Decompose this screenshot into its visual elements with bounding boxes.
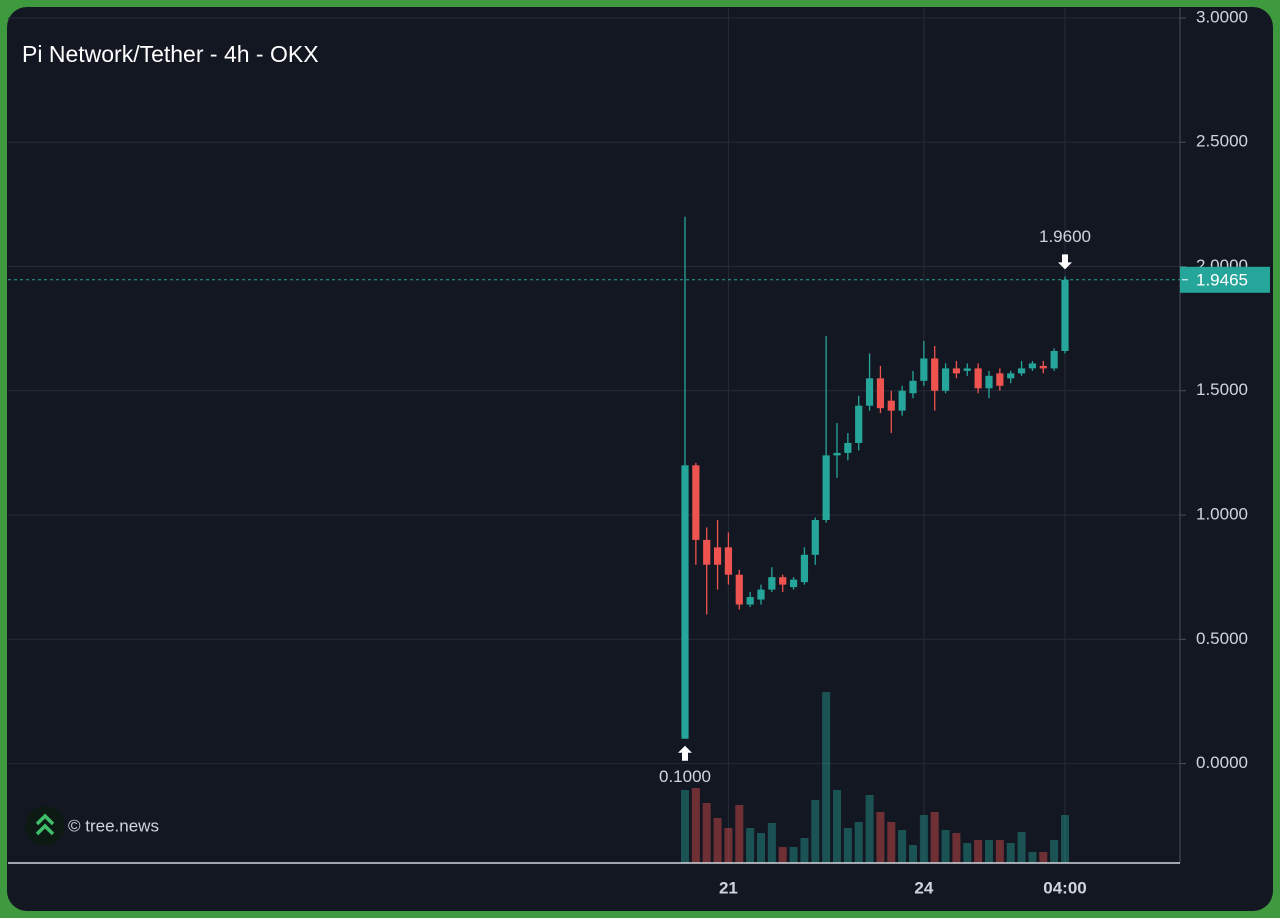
volume-bar [1039,852,1048,863]
volume-bar [985,840,993,863]
volume-bar [1061,815,1069,863]
candle-body [952,368,961,374]
x-tick-label: 04:00 [1043,878,1086,897]
volume-bar [1050,840,1059,863]
high-arrow [1058,254,1072,270]
volume-bar [746,828,755,863]
volume-bar [952,833,961,863]
volume-bar [876,812,885,863]
volume-bar [1006,843,1015,863]
candle-body [898,390,906,411]
logo-icon [35,813,55,836]
y-tick-label: 0.5000 [1196,629,1248,648]
last-price-label: 1.9465 [1196,270,1248,289]
volume-bar [963,843,972,863]
candle-body [746,597,754,605]
volume-bar [691,788,700,863]
candle-body [789,579,798,588]
candle-body [692,465,700,540]
volume-bar [757,833,765,863]
volume-bar [974,840,983,863]
volume-bar [1028,852,1037,863]
volume-bar [843,828,852,863]
high-marker-label: 1.9600 [1039,227,1091,246]
candle-body [865,378,874,406]
candle-body [724,547,733,575]
candle-body [768,577,776,590]
y-tick-label: 3.0000 [1196,7,1248,26]
volume-bar [941,830,950,863]
candle-body [1017,368,1026,374]
candle-body [703,539,711,565]
volume-bar [822,692,831,863]
candle-body [974,368,982,389]
watermark: © tree.news [68,816,159,835]
candle-body [887,400,895,411]
candle-body [855,405,863,443]
x-tick-label: 24 [914,878,933,897]
candle-body [844,442,852,453]
x-tick-label: 21 [719,878,738,897]
last-price-box [1180,266,1270,293]
candle-body [779,577,787,585]
chart-title: Pi Network/Tether - 4h - OKX [22,41,319,67]
y-tick-label: 2.5000 [1196,132,1248,151]
volume-bar [930,812,939,863]
candle-body [713,547,722,565]
volume-bar [898,830,907,863]
candle-body [1061,279,1069,351]
volume-bar [909,845,917,863]
volume-bar [865,795,874,863]
candle-body [941,368,950,391]
y-tick-label: 1.5000 [1196,380,1248,399]
low-arrow [678,745,692,761]
candle-body [681,465,689,739]
volume-bar [800,838,809,863]
y-tick-label: 0.0000 [1196,753,1248,772]
candle-body [822,455,830,521]
candle-body [811,520,819,555]
volume-bar [702,803,711,863]
candle-body [920,358,928,381]
volume-bar [887,822,896,863]
volume-bar [995,840,1004,863]
candle-body [963,368,971,371]
y-tick-label: 1.0000 [1196,505,1248,524]
candle-body [931,358,939,391]
candle-body [1007,373,1015,379]
volume-bar [713,818,722,863]
volume-bar [681,790,689,863]
volume-bar [811,800,820,863]
volume-bar [854,822,863,863]
low-marker-label: 0.1000 [659,767,711,786]
candle-body [735,574,743,605]
candle-body [996,373,1004,386]
candle-body [757,589,765,600]
candle-body [833,452,841,456]
volume-bar [1017,832,1026,863]
volume-bar [767,823,776,863]
candle-body [985,375,993,389]
candle-body [1028,363,1037,369]
candle-body [1050,350,1058,369]
candle-body [800,554,809,583]
volume-bar [919,815,928,863]
chart-background [7,7,1273,911]
volume-bar [724,828,733,863]
volume-bar [789,847,798,863]
candle-body [909,380,917,394]
candle-body [876,378,885,409]
candle-body [1039,365,1047,369]
volume-bar [778,847,787,863]
volume-bar [735,805,744,863]
plot: 1.9600 0.1000 [8,8,1180,863]
volume-bar [833,790,841,863]
